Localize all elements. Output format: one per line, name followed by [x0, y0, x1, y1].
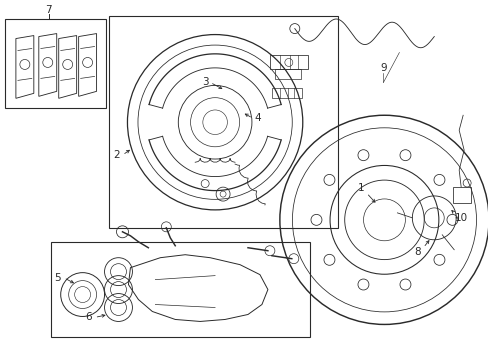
Bar: [274, 69, 300, 80]
Text: 10: 10: [454, 213, 467, 223]
Text: 7: 7: [45, 5, 52, 15]
Text: 5: 5: [54, 273, 61, 283]
Text: 3: 3: [202, 77, 208, 87]
Text: 1: 1: [358, 183, 364, 193]
Text: 9: 9: [379, 63, 386, 73]
Bar: [452, 187, 470, 203]
Bar: [271, 88, 301, 98]
Text: 2: 2: [113, 150, 120, 160]
Text: 6: 6: [85, 312, 92, 323]
Text: 4: 4: [254, 113, 261, 123]
Text: 8: 8: [413, 247, 420, 257]
Bar: [269, 55, 307, 69]
